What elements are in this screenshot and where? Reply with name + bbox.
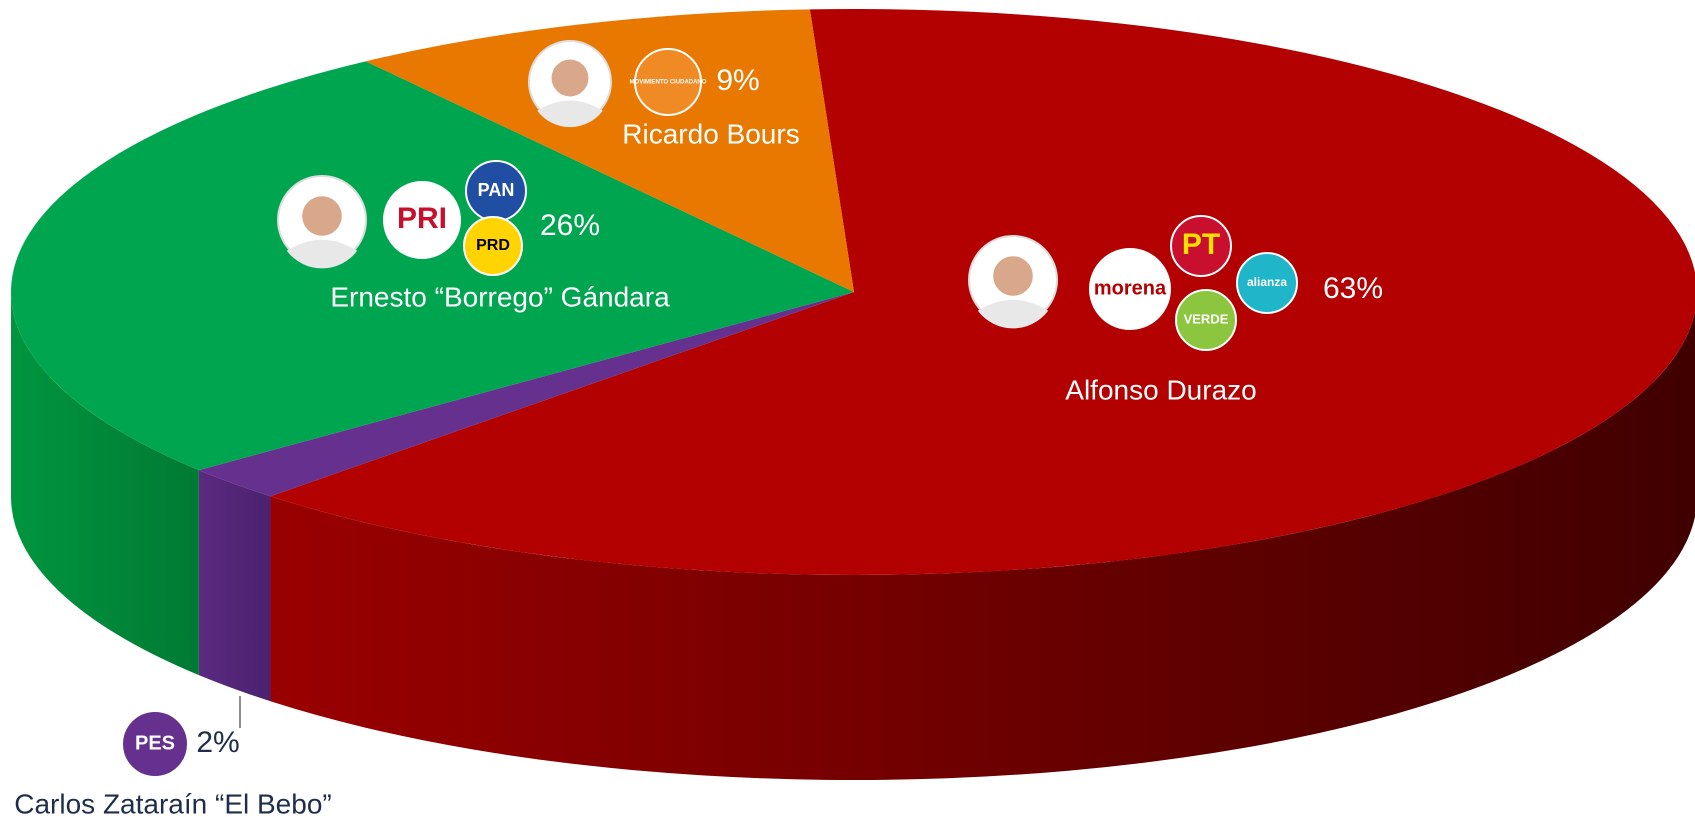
photo-face [993, 256, 1033, 296]
party-name: PAN [478, 180, 515, 200]
party-name: MOVIMIENTO CIUDADANO [630, 80, 707, 86]
party-name: alianza [1247, 275, 1287, 289]
value-label: 26% [540, 209, 600, 242]
slice [198, 292, 854, 497]
photo-shirt [977, 299, 1049, 329]
party-name: morena [1094, 277, 1167, 299]
party-name: PES [135, 732, 175, 754]
party-logo [1170, 215, 1232, 277]
party-logo [1089, 248, 1171, 330]
value-label: 9% [716, 64, 759, 97]
candidate-name: Ernesto “Borrego” Gándara [330, 281, 670, 312]
party-name: PRI [397, 202, 447, 235]
party-logo [1236, 252, 1298, 314]
party-logo [463, 216, 523, 276]
value-label: 2% [196, 726, 239, 759]
slice-side [11, 292, 199, 676]
slice-side [270, 311, 1695, 780]
slice-side [198, 470, 271, 702]
party-logo [1175, 289, 1237, 351]
party-name: PT [1182, 228, 1220, 261]
photo-shirt [286, 239, 358, 269]
candidate-name: Alfonso Durazo [1065, 374, 1256, 405]
party-name: PRD [476, 237, 510, 254]
party-logo [383, 181, 461, 259]
value-label: 63% [1323, 272, 1383, 305]
photo-face [302, 196, 342, 236]
party-logo [121, 710, 189, 778]
party-logo [634, 48, 702, 116]
photo-shirt [537, 100, 603, 128]
photo-face [551, 59, 589, 97]
candidate-name: Carlos Zataraín “El Bebo” [14, 788, 331, 817]
candidate-name: Ricardo Bours [622, 118, 799, 149]
party-name: VERDE [1184, 311, 1229, 326]
slice [10, 61, 855, 471]
slice [365, 9, 854, 292]
